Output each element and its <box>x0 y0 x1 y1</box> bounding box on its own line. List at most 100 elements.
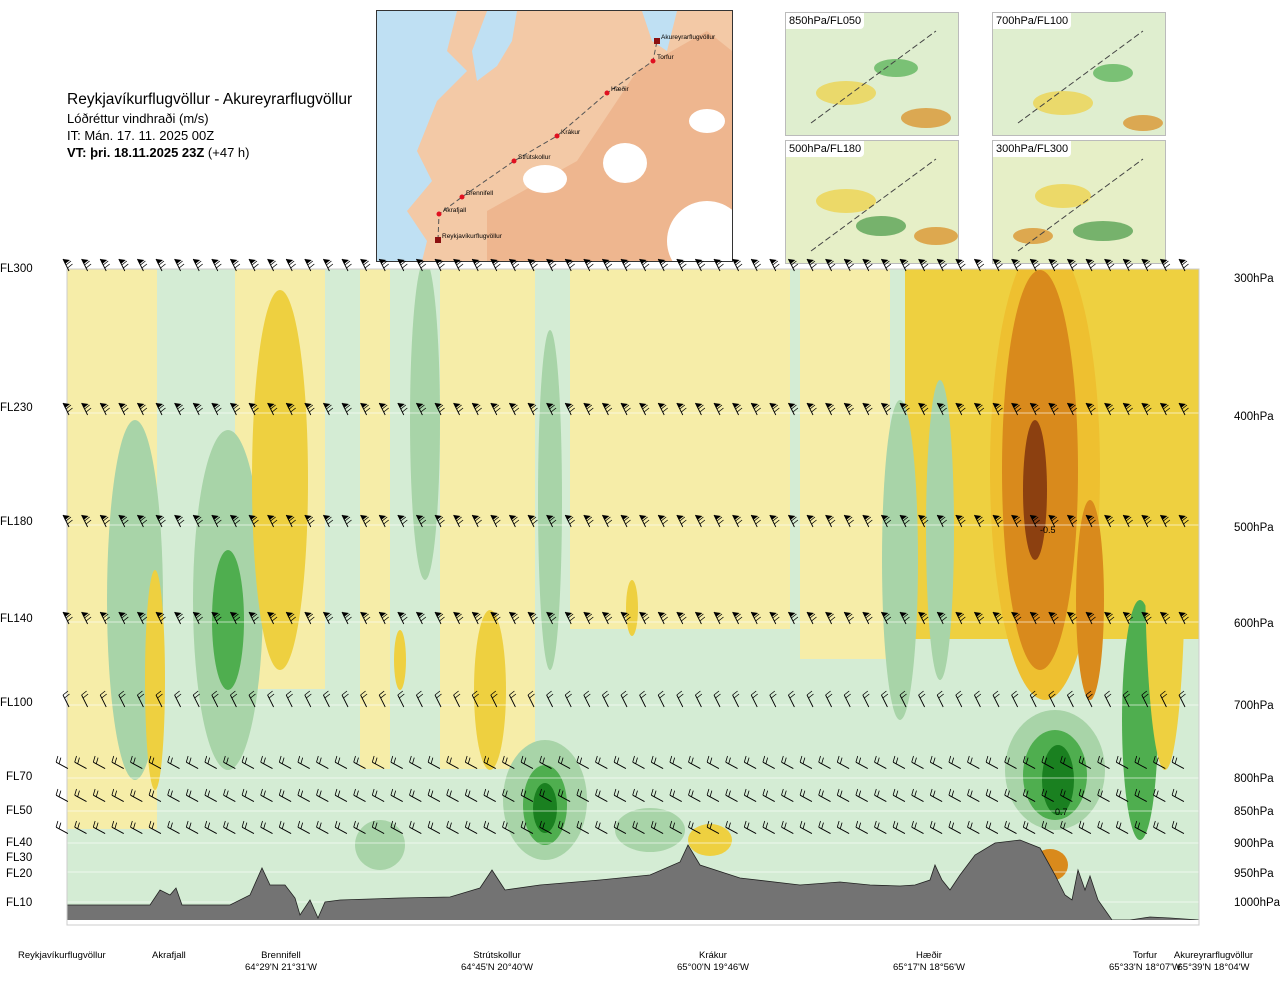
wind-barb <box>632 820 645 834</box>
wind-barb <box>155 402 166 416</box>
valid-time-main: VT: þri. 18.11.2025 23Z <box>67 145 205 160</box>
wind-barb <box>55 788 69 802</box>
wind-barb <box>322 402 334 416</box>
wind-barb <box>1085 611 1096 625</box>
wind-barb <box>409 788 422 802</box>
quantity-title: Lóðréttur vindhraði (m/s) <box>67 111 209 126</box>
wind-barb <box>1085 690 1093 708</box>
wind-barb <box>669 820 682 834</box>
glacier-2 <box>603 143 647 183</box>
wind-barb <box>155 690 163 708</box>
wind-barb <box>1178 402 1189 416</box>
wind-barb <box>1171 755 1185 769</box>
wind-barb <box>55 755 69 769</box>
wind-barb <box>1066 611 1078 625</box>
wind-barb <box>769 611 780 625</box>
wind-barb <box>341 690 349 708</box>
fl-label: FL70 <box>6 771 33 783</box>
wind-barb <box>360 402 371 416</box>
wind-barb <box>743 788 757 802</box>
wind-barb <box>1011 611 1022 625</box>
map-label-0: Akureyrarflugvöllur <box>661 34 716 41</box>
fl-label: FL180 <box>0 516 33 528</box>
thumb-850-plot <box>786 13 958 135</box>
wind-barb <box>118 258 129 272</box>
wind-barb <box>713 690 721 708</box>
wind-barb <box>639 402 650 416</box>
wind-barb <box>508 402 520 416</box>
fl-label: FL50 <box>6 805 33 817</box>
cell-ascent <box>410 269 440 580</box>
wind-barb <box>595 755 608 769</box>
wind-barb <box>1178 514 1189 528</box>
wind-barb <box>1078 820 1092 834</box>
wind-barb <box>118 402 129 416</box>
wind-barb <box>99 611 110 625</box>
wind-barb <box>732 514 743 528</box>
cell-descent <box>394 630 406 690</box>
wind-barb <box>360 514 371 528</box>
wind-barb <box>1141 514 1152 528</box>
wind-barb <box>81 690 89 708</box>
wind-barb <box>508 258 520 272</box>
wind-barb <box>341 611 352 625</box>
wind-barb <box>136 258 148 272</box>
wind-barb <box>1004 820 1017 834</box>
wind-barb <box>583 402 594 416</box>
wind-barb <box>136 611 148 625</box>
wind-barb <box>1066 690 1075 708</box>
wind-barb <box>1029 514 1040 528</box>
wind-barb <box>694 514 706 528</box>
wind-barb <box>174 402 185 416</box>
wind-barb <box>192 258 203 272</box>
wind-barb <box>192 402 203 416</box>
wind-barb <box>769 258 780 272</box>
wind-barb <box>155 611 166 625</box>
cross-section-chart: -0.5 0.7 <box>55 258 1200 926</box>
wind-barb <box>855 788 868 802</box>
wind-barb <box>929 820 943 834</box>
wind-barb <box>818 820 831 834</box>
wind-barb <box>825 611 836 625</box>
wind-barb <box>527 690 535 708</box>
wind-barb <box>174 258 185 272</box>
wind-barb <box>936 258 947 272</box>
wind-barb <box>1104 514 1115 528</box>
wind-barb <box>936 690 944 708</box>
wind-barb <box>706 788 720 802</box>
wind-barb <box>825 402 836 416</box>
wind-barb <box>260 820 273 834</box>
wind-barb <box>955 611 966 625</box>
wind-barb <box>322 690 331 708</box>
wind-barb <box>334 788 348 802</box>
wind-barbs <box>55 258 1189 834</box>
wind-barb <box>557 788 571 802</box>
wind-barb <box>843 402 854 416</box>
highlands <box>487 31 732 261</box>
glacier-1 <box>523 165 567 193</box>
wind-barb <box>490 690 498 708</box>
thumb-500[interactable]: 500hPa/FL180 <box>785 140 959 264</box>
thumb-500-plot <box>786 141 958 263</box>
thumb-700[interactable]: 700hPa/FL100 <box>992 12 1166 136</box>
wind-barb <box>806 258 817 272</box>
wind-barb <box>434 402 445 416</box>
wind-barb <box>880 514 892 528</box>
thumb-850[interactable]: 850hPa/FL050 <box>785 12 959 136</box>
wind-barb <box>1078 788 1092 802</box>
route-map-svg: Akureyrarflugvöllur Torfur Hæðir Krákur Strú… <box>377 11 732 261</box>
wind-barb <box>483 755 496 769</box>
wind-barb <box>248 514 259 528</box>
core-strong-descent <box>1023 420 1047 560</box>
wind-barb <box>1115 820 1129 834</box>
wind-barb <box>1153 820 1166 834</box>
wind-barb <box>434 258 445 272</box>
valid-time-offset: (+47 h) <box>204 145 250 160</box>
thumb-300[interactable]: 300hPa/FL300 <box>992 140 1166 264</box>
wind-barb <box>576 820 589 834</box>
wind-barb <box>688 788 701 802</box>
wind-barb <box>167 820 180 834</box>
location-krakur: Krákur 65°00'N 19°46'W <box>677 950 749 974</box>
wind-barb <box>557 755 571 769</box>
hpa-label: 950hPa <box>1234 868 1274 880</box>
